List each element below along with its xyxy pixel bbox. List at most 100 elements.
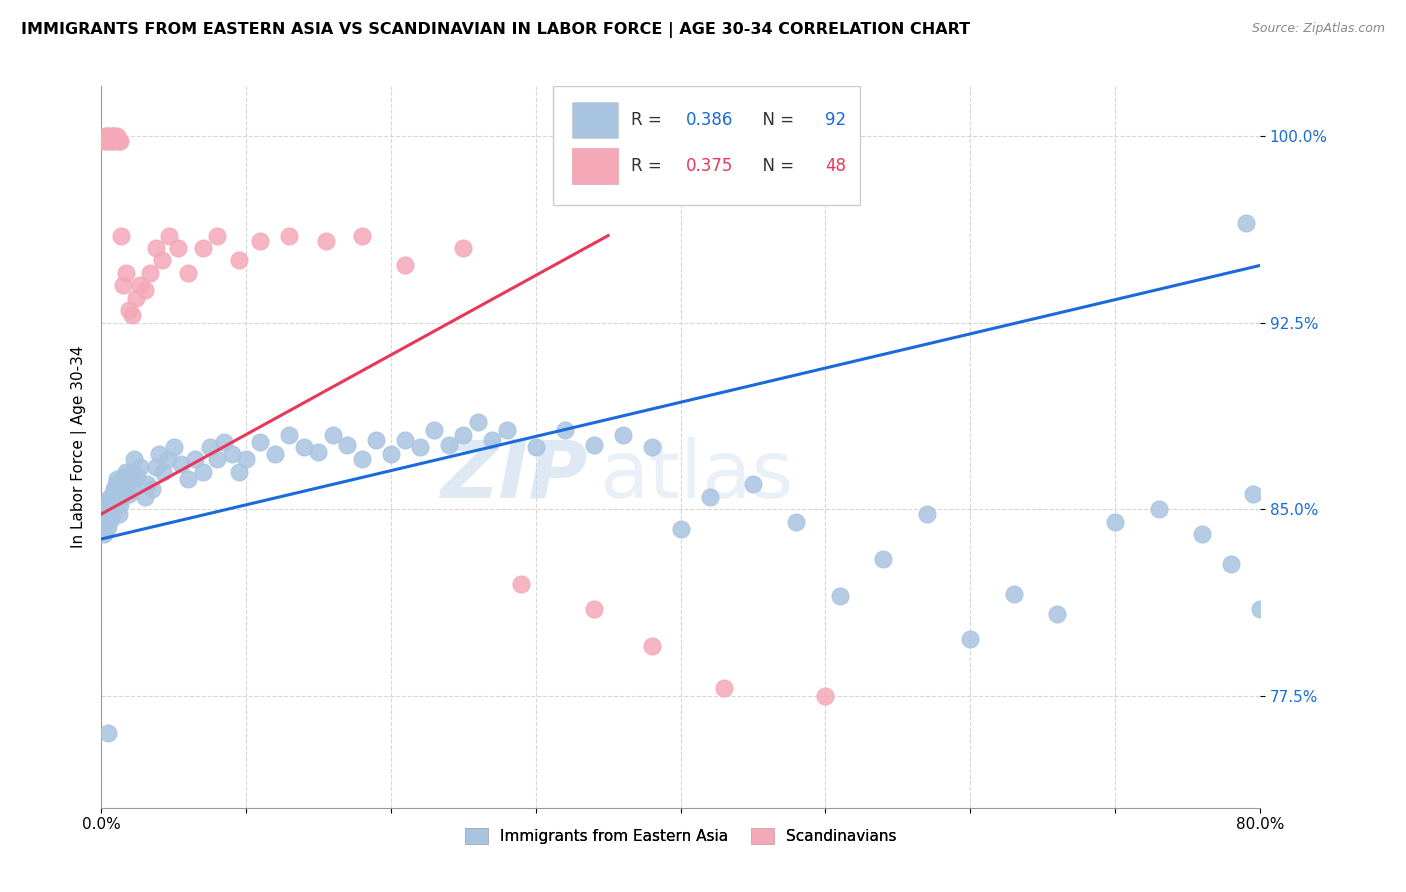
Point [97, 129, 120, 144]
Text: N =: N = [752, 157, 800, 175]
Point [640, 639, 662, 653]
Point [98, 131, 121, 145]
Point [129, 459, 152, 474]
Point [101, 134, 124, 148]
FancyBboxPatch shape [572, 148, 619, 184]
Point [640, 440, 662, 454]
Point [115, 477, 138, 491]
Point [1241, 487, 1264, 501]
Point [96, 502, 118, 516]
Point [110, 228, 132, 243]
Point [107, 507, 129, 521]
Point [108, 497, 131, 511]
FancyBboxPatch shape [572, 103, 619, 138]
Point [249, 234, 271, 248]
Point [394, 433, 416, 447]
Point [101, 505, 124, 519]
Point [100, 492, 122, 507]
Point [177, 266, 200, 280]
Text: atlas: atlas [599, 437, 794, 515]
Point [612, 427, 634, 442]
Point [205, 452, 228, 467]
Point [785, 515, 807, 529]
Point [127, 470, 149, 484]
Point [350, 228, 373, 243]
Point [198, 440, 221, 454]
Point [366, 433, 388, 447]
Point [103, 129, 125, 144]
Point [1220, 557, 1243, 571]
Text: Source: ZipAtlas.com: Source: ZipAtlas.com [1251, 22, 1385, 36]
Point [814, 689, 837, 703]
Text: 92: 92 [825, 112, 846, 129]
Point [191, 465, 214, 479]
Point [177, 472, 200, 486]
Point [152, 465, 174, 479]
Point [134, 490, 156, 504]
Point [292, 440, 315, 454]
Point [105, 472, 128, 486]
Point [1147, 502, 1170, 516]
Point [105, 129, 128, 144]
Point [699, 490, 721, 504]
Point [915, 507, 938, 521]
Point [114, 266, 136, 280]
Point [959, 632, 981, 646]
Point [170, 458, 193, 472]
Point [98, 507, 121, 521]
Point [524, 440, 547, 454]
Point [107, 134, 129, 148]
Point [100, 512, 122, 526]
Point [103, 500, 125, 514]
Point [1249, 601, 1271, 615]
Point [125, 291, 148, 305]
Point [150, 253, 173, 268]
Text: R =: R = [631, 112, 666, 129]
Point [120, 472, 142, 486]
Point [129, 278, 152, 293]
Point [162, 440, 184, 454]
Point [453, 241, 475, 255]
Point [103, 483, 125, 497]
Point [278, 427, 301, 442]
Point [108, 477, 131, 491]
Point [97, 519, 120, 533]
Point [148, 448, 170, 462]
Point [100, 129, 122, 144]
Point [108, 134, 131, 148]
Point [249, 435, 271, 450]
Point [111, 470, 134, 484]
Point [157, 228, 180, 243]
Point [134, 283, 156, 297]
Text: N =: N = [752, 112, 800, 129]
Text: 0.386: 0.386 [686, 112, 734, 129]
Point [104, 494, 127, 508]
Point [104, 134, 127, 148]
FancyBboxPatch shape [553, 87, 860, 205]
Text: IMMIGRANTS FROM EASTERN ASIA VS SCANDINAVIAN IN LABOR FORCE | AGE 30-34 CORRELAT: IMMIGRANTS FROM EASTERN ASIA VS SCANDINA… [21, 22, 970, 38]
Point [872, 552, 894, 566]
Text: 0.375: 0.375 [686, 157, 734, 175]
Point [98, 490, 121, 504]
Point [94, 515, 117, 529]
Point [93, 134, 115, 148]
Y-axis label: In Labor Force | Age 30-34: In Labor Force | Age 30-34 [72, 346, 87, 549]
Point [118, 487, 141, 501]
Point [669, 522, 692, 536]
Point [93, 527, 115, 541]
Point [264, 448, 287, 462]
Point [101, 487, 124, 501]
Point [145, 459, 167, 474]
Point [96, 134, 118, 148]
Point [1234, 216, 1257, 230]
Text: ZIP: ZIP [440, 437, 588, 515]
Point [1046, 607, 1069, 621]
Point [107, 484, 129, 499]
Point [423, 423, 446, 437]
Point [94, 129, 117, 144]
Text: 48: 48 [825, 157, 846, 175]
Point [582, 437, 605, 451]
Point [110, 490, 132, 504]
Point [167, 241, 190, 255]
Point [394, 259, 416, 273]
